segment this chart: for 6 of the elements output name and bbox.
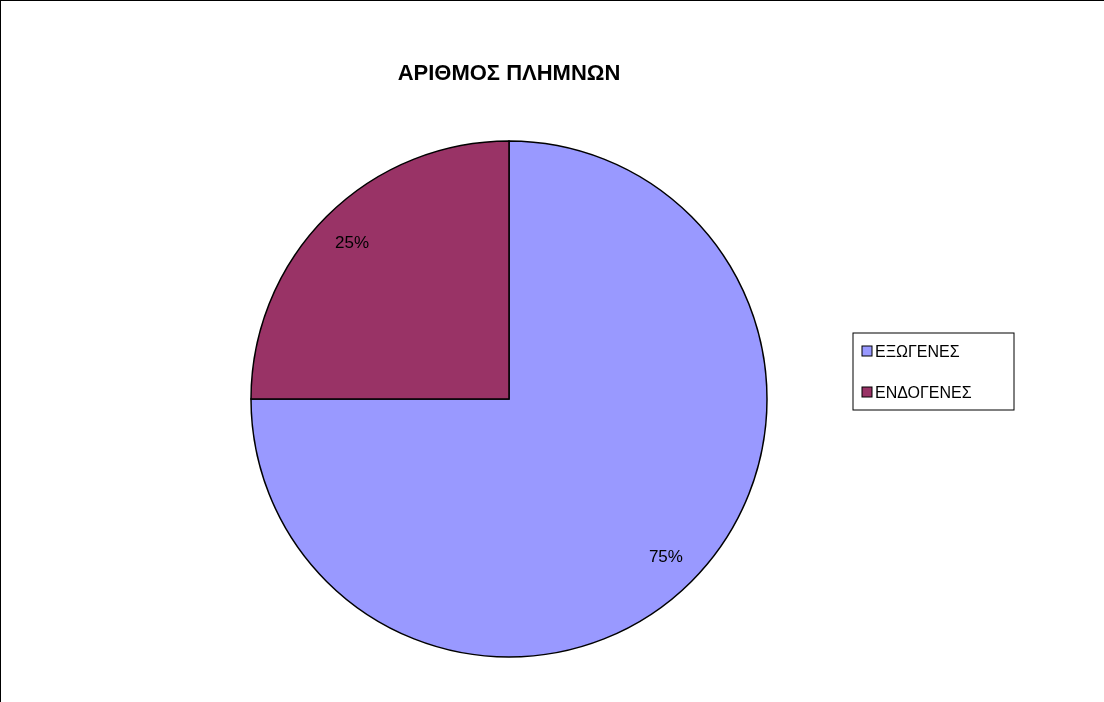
chart-title: ΑΡΙΘΜΟΣ ΠΛΗΜΝΩΝ	[397, 60, 621, 85]
legend-label: ΕΞΩΓΕΝΕΣ	[875, 343, 960, 360]
data-label: 75%	[648, 546, 683, 566]
legend-label: ΕΝΔΟΓΕΝΕΣ	[875, 384, 972, 401]
data-label: 25%	[335, 233, 370, 253]
pie-slice	[250, 140, 768, 658]
